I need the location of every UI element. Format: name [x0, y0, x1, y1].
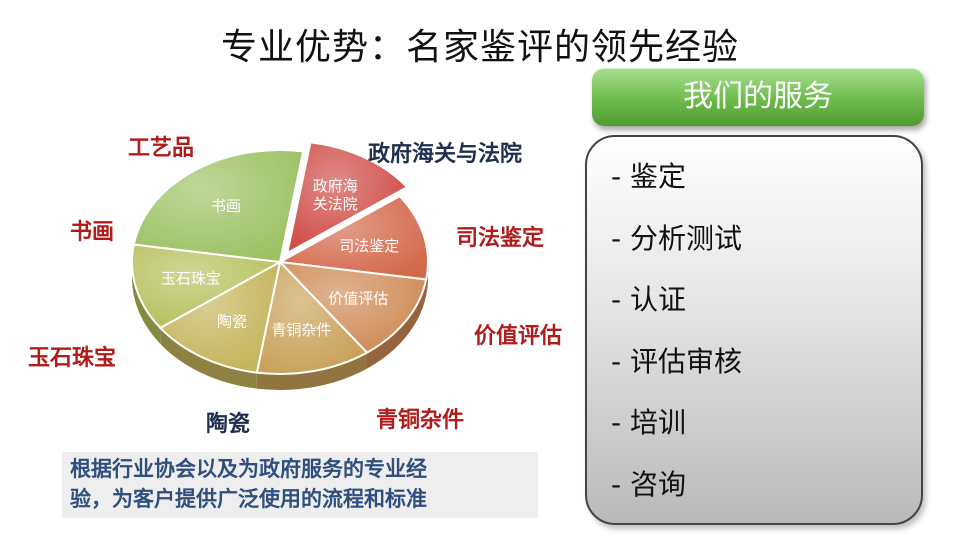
pie-slice-label: 价值评估 [328, 290, 388, 308]
pie-slice-label: 书画 [211, 197, 241, 215]
services-header: 我们的服务 [592, 68, 924, 126]
service-item-training: - 培训 [611, 406, 687, 439]
service-item-appraisal: - 鉴定 [611, 160, 687, 193]
pie-outer-label: 价值评估 [474, 323, 563, 349]
pie-outer-label: 玉石珠宝 [28, 345, 117, 371]
pie-outer-label: 司法鉴定 [456, 225, 545, 251]
pie-outer-label: 书画 [70, 219, 115, 245]
slide-title: 专业优势：名家鉴评的领先经验 [220, 27, 739, 68]
description-line-2: 验，为客户提供广泛使用的流程和标准 [70, 486, 427, 511]
pie-slice-label: 青铜杂件 [271, 321, 331, 339]
pie-slice-highlight [280, 262, 427, 353]
pie-slice-side [132, 262, 161, 344]
services-panel: - 鉴定 - 分析测试 - 认证 - 评估审核 - 培训 - 咨询 [585, 135, 923, 525]
pie-slice-highlight [287, 142, 408, 253]
pie-outer-label: 青铜杂件 [376, 407, 465, 433]
pie-slice-label: 司法鉴定 [339, 237, 399, 255]
pie-slice-side [160, 327, 257, 389]
pie-slice-highlight [133, 150, 304, 262]
description-note: 根据行业协会以及为政府服务的专业经 验，为客户提供广泛使用的流程和标准 [62, 452, 538, 518]
pie-outer-label: 工艺品 [128, 135, 195, 161]
pie-slice-side [366, 279, 427, 369]
service-item-consulting: - 咨询 [611, 467, 687, 501]
pie-slice-label: 政府海关法院 [313, 177, 358, 213]
pie-slice-label: 陶瓷 [217, 312, 247, 330]
pie-outer-label: 政府海关与法院 [368, 141, 523, 167]
pie-slice-side [256, 352, 367, 390]
pie-slice-label: 玉石珠宝 [161, 269, 221, 287]
pie-outer-label: 陶瓷 [206, 411, 251, 437]
services-list: - 鉴定 - 分析测试 - 认证 - 评估审核 - 培训 - 咨询 [611, 155, 742, 524]
pie-slice-highlight [256, 262, 367, 375]
service-item-assessment: - 评估审核 [611, 344, 743, 378]
pie-slice-highlight [160, 262, 280, 373]
pie-slice-highlight [280, 196, 429, 280]
pie-slice-highlight [132, 244, 280, 328]
service-item-testing: - 分析测试 [611, 221, 743, 255]
service-item-certification: - 认证 [611, 283, 687, 316]
description-line-1: 根据行业协会以及为政府服务的专业经 [70, 456, 427, 481]
